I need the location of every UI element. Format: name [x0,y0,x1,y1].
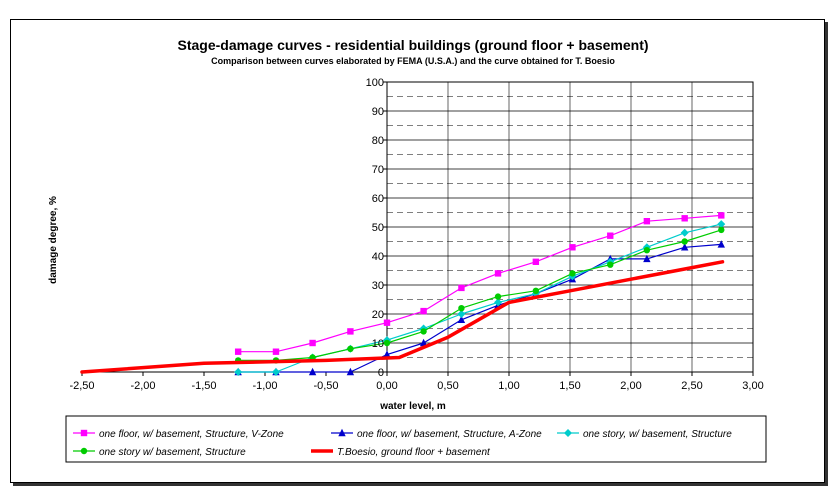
gridlines [387,81,753,372]
y-tick-label: 90 [372,106,384,118]
data-point-square [532,258,540,265]
series-line [237,243,722,373]
y-tick-label: 70 [372,164,384,176]
chart-title: Stage-damage curves - residential buildi… [177,37,648,53]
data-point-circle [383,339,391,347]
x-tick-label: -2,00 [130,380,155,392]
data-point-triangle [643,254,651,263]
data-point-square [347,328,354,335]
data-point-circle [681,238,688,245]
legend-label: T.Boesio, ground floor + basement [337,447,491,458]
data-point-triangle [680,243,689,251]
legend-entry-3: one story, w/ basement, Structure [557,429,732,440]
data-point-square [383,319,391,326]
legend-label: one story, w/ basement, Structure [583,429,732,440]
data-point-diamond [717,220,726,229]
x-tick-label: -1,00 [252,380,277,392]
data-point-triangle [457,315,466,323]
y-tick-label: 40 [372,251,384,263]
data-point-square [272,348,280,355]
y-tick-label: 50 [372,222,384,234]
y-tick-label: 60 [372,193,384,205]
x-tick-label: 1,50 [559,380,580,392]
legend-label: one floor, w/ basement, Structure, V-Zon… [99,429,284,440]
data-point-circle [569,270,576,277]
data-point-square [681,215,688,222]
x-tick-label: 0,00 [376,380,397,392]
x-tick-labels: -2,50 -2,00 -1,50 -1,00 -0,50 0,00 0,50 1,00 1,5… [69,380,763,392]
chart-frame: Stage-damage curves - residential buildi… [10,19,825,483]
data-point-circle [80,447,88,455]
data-point-circle [347,345,354,352]
legend-label: one floor, w/ basement, Structure, A-Zon… [357,429,542,440]
data-point-circle [718,226,725,234]
data-point-square [80,429,88,437]
data-point-diamond [680,228,689,237]
data-point-circle [532,287,540,294]
series-4 [234,226,725,364]
data-point-square [458,284,465,292]
x-tick-label: 3,00 [742,380,763,392]
chart-canvas: Stage-damage curves - residential buildi… [48,37,767,463]
data-point-circle [607,261,614,268]
legend-label: one story w/ basement, Structure [99,447,246,458]
data-point-circle [420,328,427,335]
y-tick-label: 20 [372,309,384,321]
legend: one floor, w/ basement, Structure, V-Zon… [65,415,767,463]
y-tick-label: 30 [372,280,384,292]
legend-box [65,415,767,463]
series-line [237,229,722,361]
data-point-square [718,212,725,219]
data-point-triangle [383,350,391,358]
data-point-triangle [346,367,355,376]
y-tick-label: 10 [372,338,384,350]
y-tick-label: 100 [366,77,384,89]
x-tick-label: 2,00 [620,380,641,392]
legend-entry-1: one floor, w/ basement, Structure, V-Zon… [73,429,284,440]
x-tick-label: 0,50 [437,380,458,392]
data-point-square [309,339,316,347]
series-line [237,214,722,353]
x-tick-label: 2,50 [681,380,702,392]
data-point-triangle [717,240,725,248]
data-point-square [234,348,242,355]
data-point-triangle [308,367,317,376]
data-point-square [494,270,502,277]
data-point-circle [458,305,465,312]
y-tick-label: 0 [378,367,384,379]
data-point-circle [494,293,502,300]
chart-subtitle: Comparison between curves elaborated by … [211,56,615,66]
x-tick-label: -0,50 [313,380,338,392]
data-point-diamond [234,368,243,376]
data-point-square [420,307,427,315]
legend-entry-2: one floor, w/ basement, Structure, A-Zon… [331,428,542,440]
y-tick-labels: 0 10 20 30 40 50 60 70 80 90 100 [366,77,384,379]
data-point-square [569,244,576,251]
x-tick-label: 1,00 [498,380,519,392]
legend-entry-5: T.Boesio, ground floor + basement [311,447,491,458]
data-point-diamond [564,429,572,437]
data-point-triangle [419,338,428,347]
data-point-diamond [494,298,503,307]
series-line [80,260,725,374]
data-point-square [643,218,651,225]
data-point-square [607,232,614,239]
data-point-diamond [457,310,466,318]
y-axis-label: damage degree, % [48,196,59,284]
series-5 [80,260,725,374]
x-tick-label: -1,50 [191,380,216,392]
series-layer [80,212,726,376]
data-point-triangle [338,428,346,437]
y-tick-label: 80 [372,135,384,147]
x-axis-label: water level, m [379,401,446,412]
legend-entry-4: one story w/ basement, Structure [73,447,246,458]
data-point-diamond [271,368,280,376]
series-1 [234,212,725,355]
x-tick-label: -2,50 [69,380,94,392]
data-point-circle [643,247,651,254]
